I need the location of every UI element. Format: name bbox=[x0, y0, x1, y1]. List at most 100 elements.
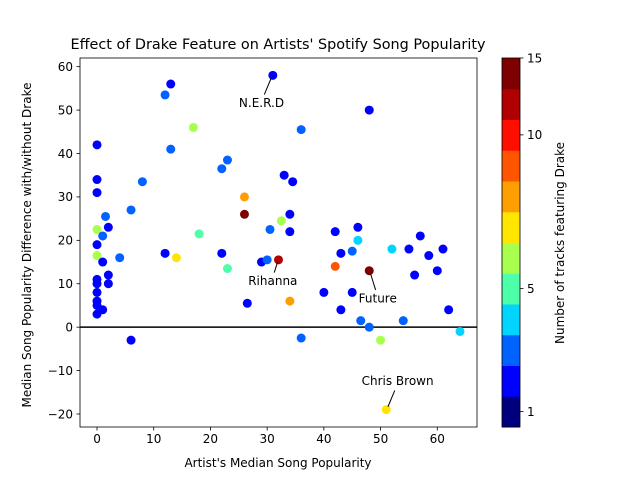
x-axis-label: Artist's Median Song Popularity bbox=[184, 456, 371, 470]
scatter-point bbox=[285, 296, 295, 306]
scatter-point bbox=[330, 227, 340, 237]
scatter-point bbox=[415, 231, 425, 241]
y-tick-label: 50 bbox=[58, 103, 73, 117]
colorbar-tick-label: 1 bbox=[527, 405, 535, 419]
scatter-point bbox=[92, 240, 102, 250]
scatter-point bbox=[98, 305, 108, 315]
scatter-point bbox=[222, 155, 232, 165]
colorbar-segment bbox=[502, 119, 520, 151]
annotation-arrow bbox=[263, 78, 272, 95]
scatter-point bbox=[432, 266, 442, 276]
scatter-point bbox=[279, 170, 289, 180]
scatter-point bbox=[92, 279, 102, 289]
scatter-point bbox=[194, 229, 204, 239]
scatter-point bbox=[222, 264, 232, 274]
scatter-point bbox=[92, 140, 102, 150]
scatter-point bbox=[347, 287, 357, 297]
colorbar-segment bbox=[502, 88, 520, 120]
annotation-arrow bbox=[273, 261, 279, 273]
colorbar-segment bbox=[502, 273, 520, 305]
colorbar-tick-label: 15 bbox=[527, 51, 542, 65]
scatter-point bbox=[276, 216, 286, 226]
scatter-point bbox=[126, 205, 136, 215]
scatter-point bbox=[444, 305, 454, 315]
scatter-point bbox=[265, 224, 275, 234]
x-tick-label: 50 bbox=[373, 432, 388, 446]
scatter-point bbox=[353, 235, 363, 245]
scatter-point bbox=[137, 177, 147, 187]
scatter-point bbox=[347, 246, 357, 256]
scatter-point bbox=[92, 287, 102, 297]
scatter-point bbox=[239, 192, 249, 202]
x-tick-label: 60 bbox=[430, 432, 445, 446]
annotations: N.E.R.D Rihanna Future Chris Brown bbox=[239, 78, 434, 407]
plot-frame bbox=[79, 57, 478, 428]
scatter-point bbox=[274, 255, 283, 265]
annotation-label: Future bbox=[359, 291, 397, 305]
scatter-point bbox=[285, 209, 295, 219]
scatter-point bbox=[262, 255, 272, 265]
scatter-point bbox=[242, 298, 252, 308]
scatter-point bbox=[92, 188, 102, 198]
x-tick-label: 0 bbox=[93, 432, 101, 446]
scatter-point bbox=[424, 251, 434, 261]
scatter-point bbox=[92, 175, 102, 185]
colorbar-segment bbox=[502, 396, 520, 428]
colorbar-segment bbox=[502, 334, 520, 366]
scatter-point bbox=[410, 270, 420, 280]
scatter-point bbox=[268, 70, 278, 80]
scatter-point bbox=[239, 209, 249, 219]
scatter-point bbox=[296, 333, 306, 343]
scatter-point bbox=[126, 335, 136, 345]
scatter-point bbox=[330, 261, 340, 271]
x-tick-label: 40 bbox=[316, 432, 331, 446]
scatter-point bbox=[296, 125, 306, 135]
scatter-point bbox=[160, 90, 170, 100]
colorbar-segment bbox=[502, 150, 520, 182]
annotation-label: Rihanna bbox=[248, 274, 297, 288]
y-tick-label: 60 bbox=[58, 60, 73, 74]
scatter-point bbox=[364, 322, 374, 332]
y-tick-label: 30 bbox=[58, 190, 73, 204]
scatter-point bbox=[387, 244, 397, 254]
y-tick-label: 20 bbox=[58, 234, 73, 248]
colorbar-segment bbox=[502, 58, 520, 90]
annotation-label: Chris Brown bbox=[362, 374, 434, 388]
scatter-point bbox=[101, 211, 111, 221]
scatter-point bbox=[288, 177, 298, 187]
axes: 0 10 20 30 40 50 60 −20 −10 0 10 20 30 40 50 60 bbox=[48, 57, 478, 446]
y-tick-label: −20 bbox=[48, 407, 73, 421]
scatter-point bbox=[92, 251, 102, 261]
scatter-point bbox=[98, 231, 108, 241]
scatter-point bbox=[319, 287, 329, 297]
chart-title: Effect of Drake Feature on Artists' Spot… bbox=[70, 37, 486, 53]
colorbar-frame bbox=[501, 57, 521, 428]
scatter-point bbox=[381, 405, 391, 415]
scatter-point bbox=[103, 222, 113, 232]
colorbar-segment bbox=[502, 181, 520, 213]
annotation-arrow bbox=[370, 273, 377, 291]
colorbar-label: Number of tracks featuring Drake bbox=[553, 142, 567, 344]
scatter-point bbox=[217, 164, 227, 174]
x-tick-label: 20 bbox=[203, 432, 218, 446]
scatter-point bbox=[404, 244, 414, 254]
y-tick-label: −10 bbox=[48, 364, 73, 378]
y-axis-label: Median Song Popularity Difference with/w… bbox=[20, 83, 34, 408]
scatter-point bbox=[171, 253, 181, 263]
scatter-point bbox=[217, 248, 227, 258]
y-tick-label: 40 bbox=[58, 147, 73, 161]
colorbar-segment bbox=[502, 365, 520, 397]
scatter-point bbox=[103, 270, 113, 280]
colorbar-segment bbox=[502, 304, 520, 336]
colorbar-tick-label: 10 bbox=[527, 128, 542, 142]
x-tick-label: 30 bbox=[260, 432, 275, 446]
x-tick-label: 10 bbox=[146, 432, 161, 446]
scatter-point bbox=[398, 316, 408, 326]
scatter-point bbox=[166, 144, 176, 154]
annotation-arrow bbox=[387, 390, 396, 407]
plot-area bbox=[80, 70, 477, 415]
y-tick-label: 0 bbox=[65, 320, 73, 334]
